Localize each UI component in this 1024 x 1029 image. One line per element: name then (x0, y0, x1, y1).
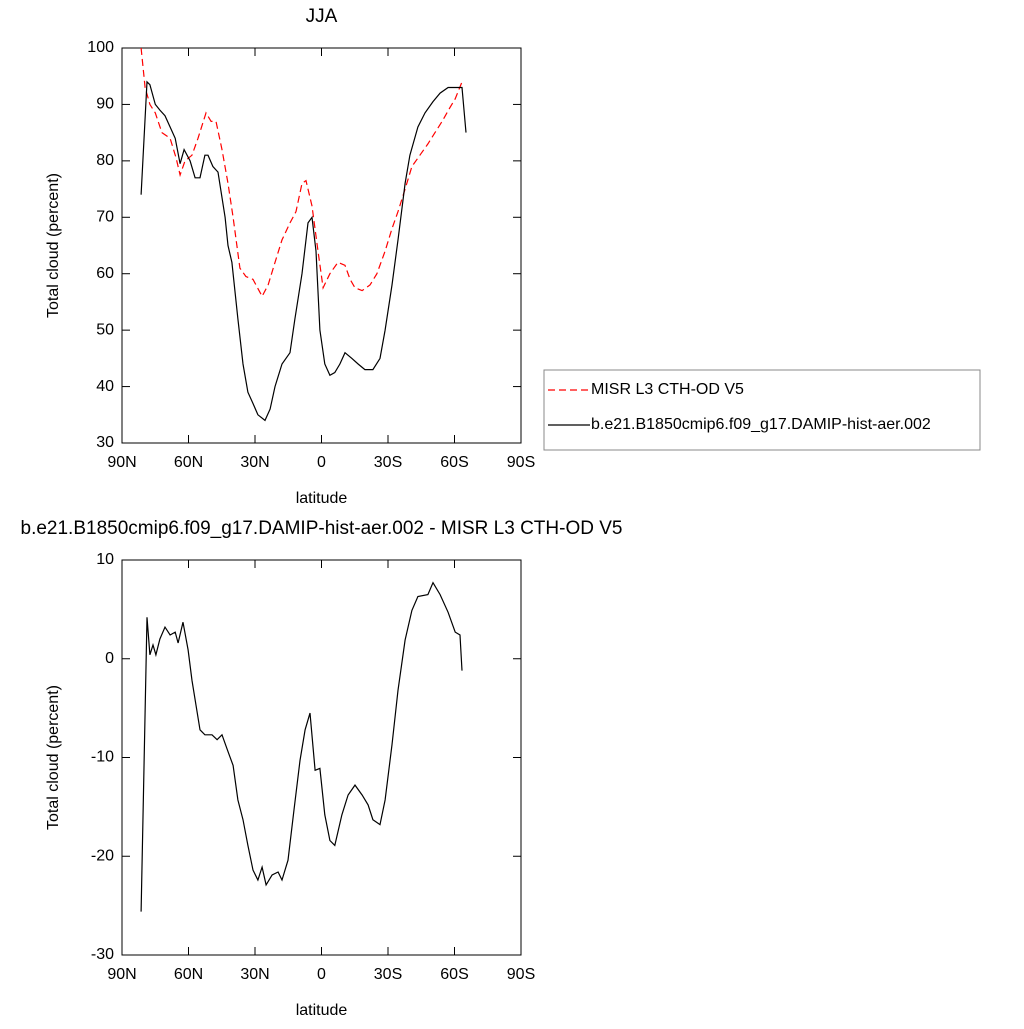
x-axis-label: latitude (296, 1002, 348, 1019)
y-axis-label: Total cloud (percent) (45, 173, 62, 318)
y-tick-label: 100 (87, 39, 114, 56)
plot-frame (121, 47, 522, 444)
y-tick-label: 60 (96, 265, 114, 282)
y-tick-label: -10 (91, 749, 114, 766)
y-tick-label: 90 (96, 96, 114, 113)
x-tick-label: 30S (374, 966, 402, 983)
chart-title: b.e21.B1850cmip6.f09_g17.DAMIP-hist-aer.… (21, 518, 623, 539)
legend-label: MISR L3 CTH-OD V5 (591, 381, 744, 398)
y-tick-label: 80 (96, 152, 114, 169)
x-tick-label: 60N (174, 966, 203, 983)
x-tick-label: 90N (107, 454, 136, 471)
chart-title: JJA (306, 6, 338, 27)
y-tick-label: 0 (105, 650, 114, 667)
x-tick-label: 30S (374, 454, 402, 471)
y-tick-label: -30 (91, 946, 114, 963)
y-tick-label: 50 (96, 321, 114, 338)
data-line (140, 581, 463, 912)
x-tick-label: 90S (507, 454, 535, 471)
x-tick-label: 0 (317, 966, 326, 983)
x-tick-label: 30N (240, 454, 269, 471)
x-axis-label: latitude (296, 490, 348, 507)
x-tick-label: 60S (440, 454, 468, 471)
x-tick-label: 90S (507, 966, 535, 983)
x-tick-label: 30N (240, 966, 269, 983)
x-tick-label: 0 (317, 454, 326, 471)
data-line (140, 80, 467, 422)
y-tick-label: -20 (91, 847, 114, 864)
x-tick-label: 60S (440, 966, 468, 983)
legend-box (543, 369, 981, 451)
x-tick-label: 60N (174, 454, 203, 471)
data-line (140, 47, 463, 298)
y-tick-label: 40 (96, 378, 114, 395)
y-tick-label: 70 (96, 209, 114, 226)
y-tick-label: 30 (96, 434, 114, 451)
y-axis-label: Total cloud (percent) (45, 685, 62, 830)
legend-label: b.e21.B1850cmip6.f09_g17.DAMIP-hist-aer.… (591, 416, 931, 433)
plot-frame (121, 559, 522, 956)
y-tick-label: 10 (96, 551, 114, 568)
x-tick-label: 90N (107, 966, 136, 983)
